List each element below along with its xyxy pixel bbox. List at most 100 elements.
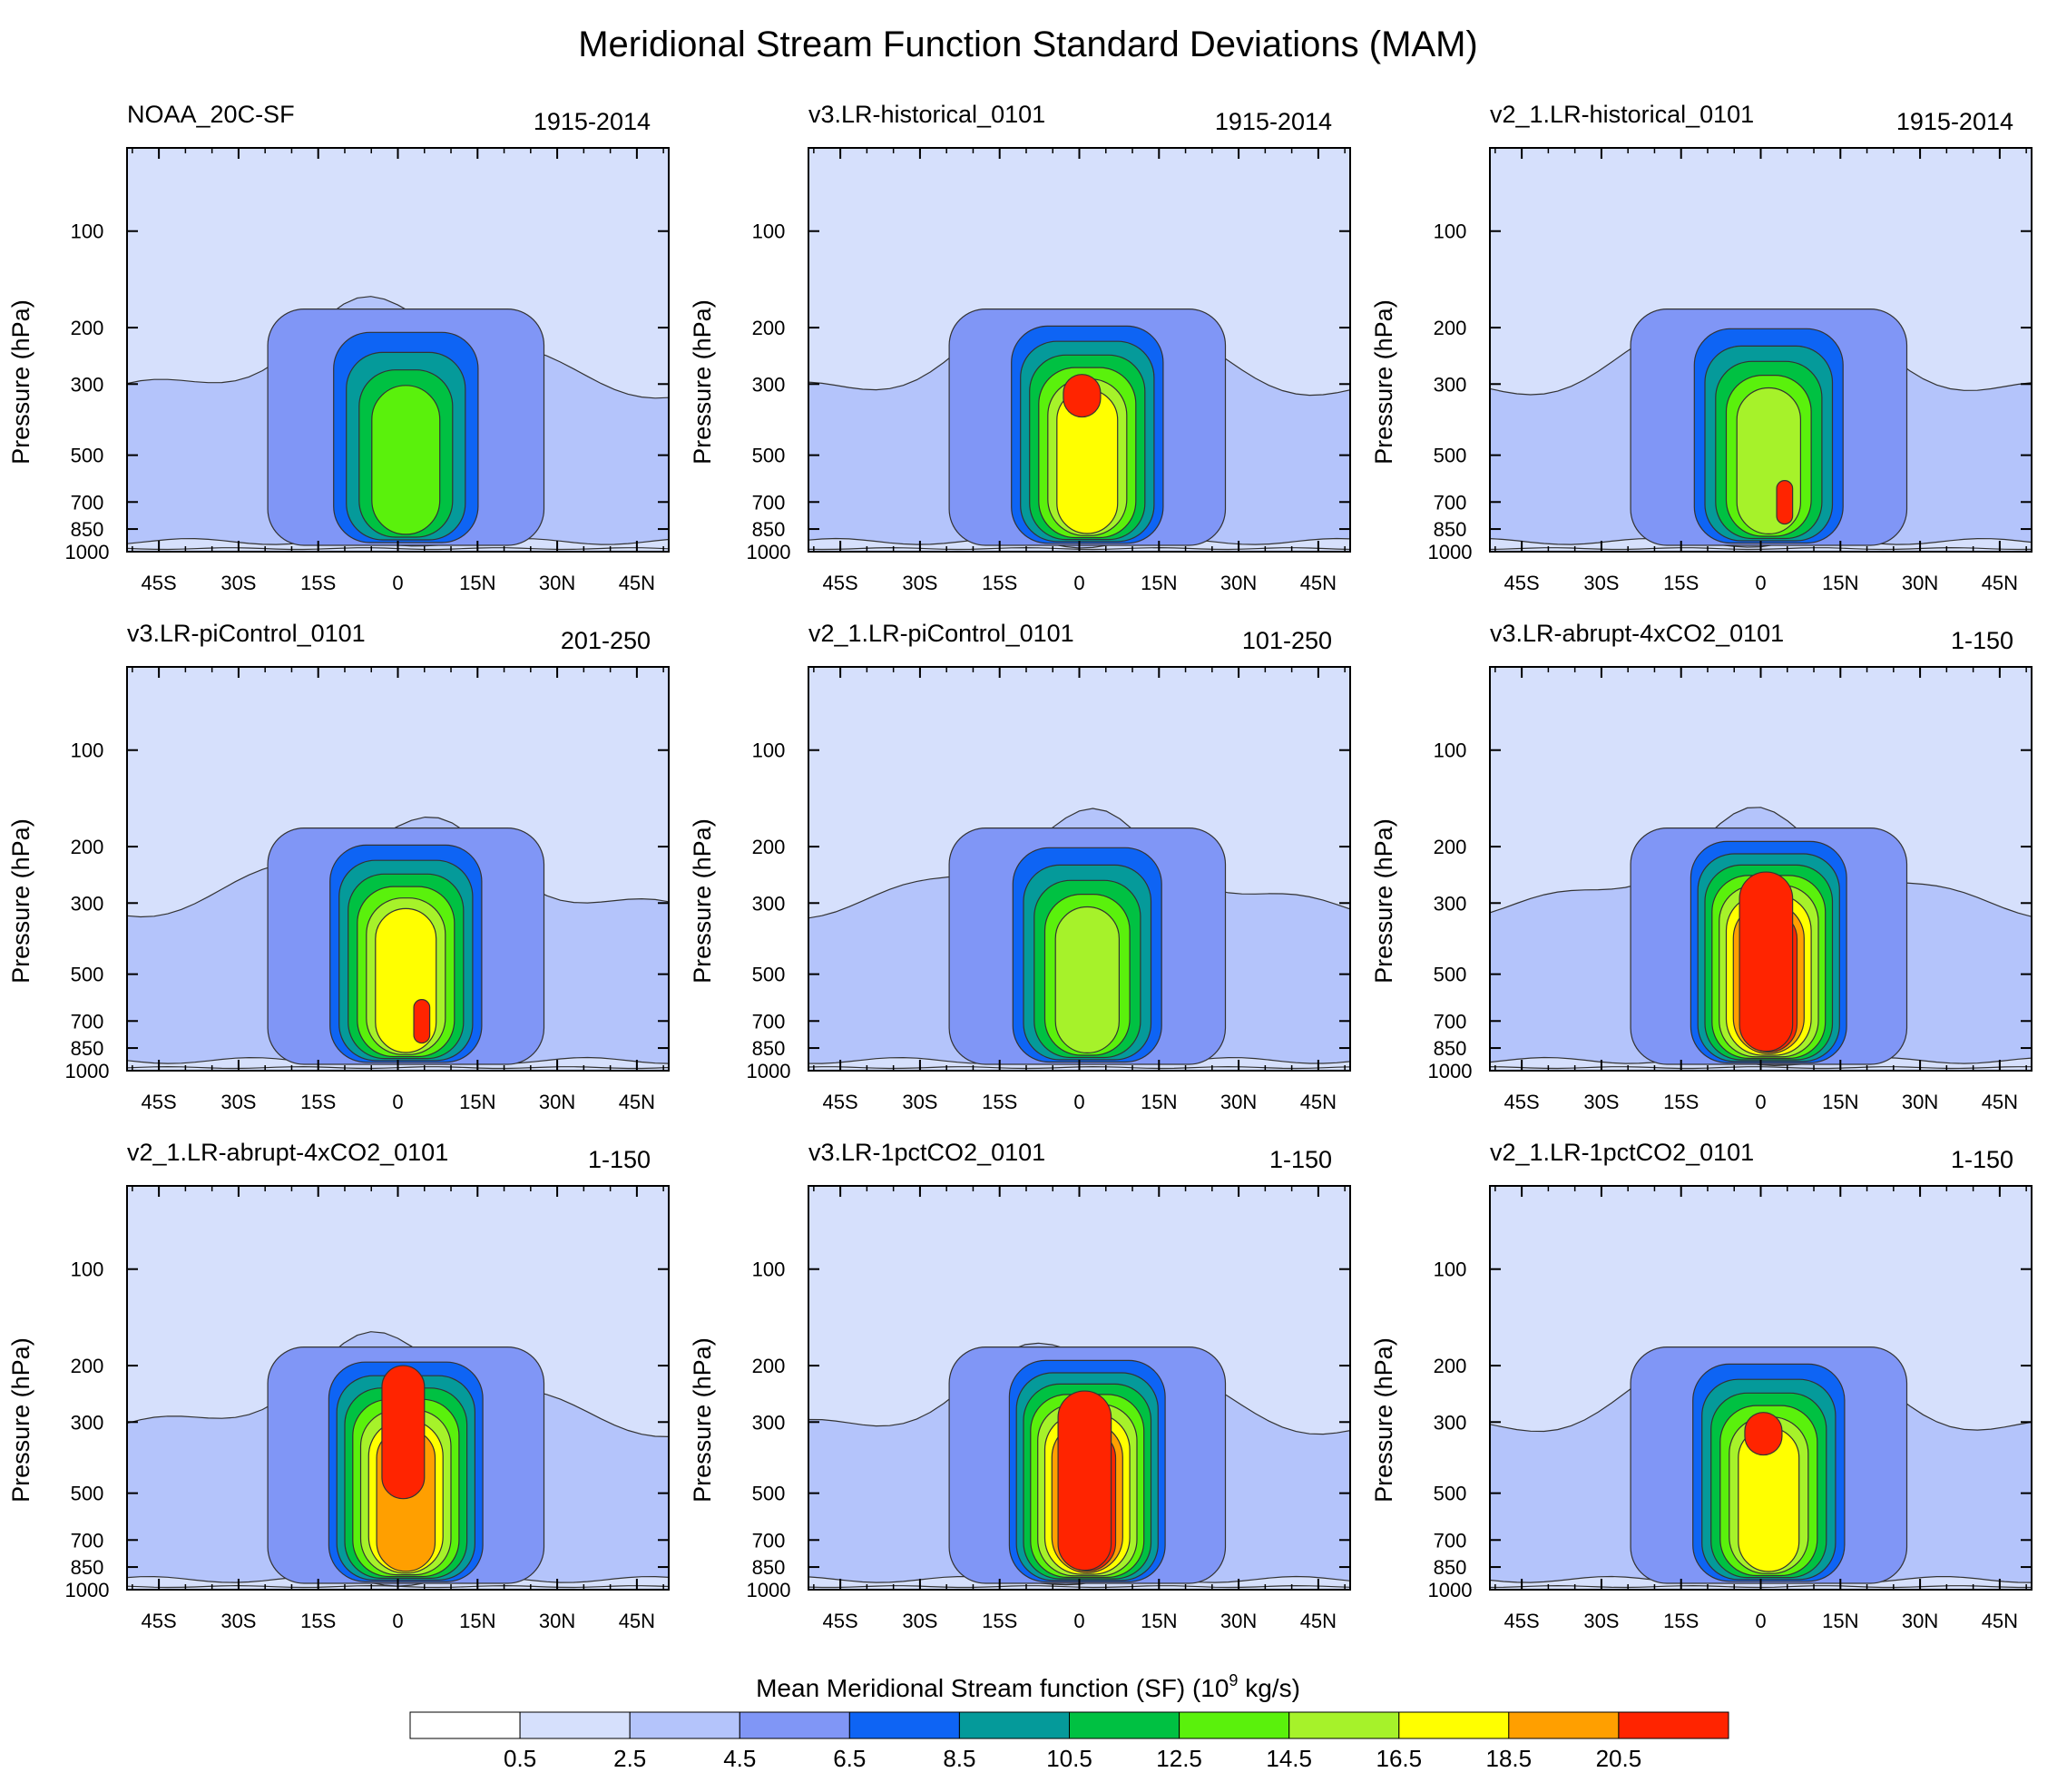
x-tick-label: 15S: [1663, 572, 1699, 594]
colorbar-label: 20.5: [1596, 1745, 1642, 1772]
y-tick-label: 700: [71, 1010, 104, 1033]
y-tick-label: 500: [752, 445, 786, 467]
y-tick-label: 700: [1434, 1010, 1467, 1033]
y-tick-label: 200: [752, 836, 786, 858]
x-tick-label: 0: [1755, 1610, 1766, 1632]
y-tick-label: 100: [1434, 220, 1467, 243]
y-tick-label: 850: [752, 518, 786, 541]
panel-5: 45S 30S 15S 0 15N 30N 45N 100 200 300 500 700 850100…: [689, 620, 1351, 1113]
x-tick-label: 0: [392, 572, 403, 594]
x-tick-label: 0: [1755, 572, 1766, 594]
panel-title: v2_1.LR-1pctCO2_0101: [1490, 1139, 1754, 1166]
y-tick-label: 700: [752, 1529, 786, 1552]
x-tick-label: 45S: [1504, 1091, 1540, 1113]
contour-field: [1490, 1186, 2032, 1590]
y-tick-label: 500: [1434, 445, 1467, 467]
x-tick-label: 45N: [1982, 572, 2018, 594]
x-tick-label: 15S: [982, 1091, 1017, 1113]
y-tick-label: 300: [1434, 892, 1467, 915]
contour-field: [127, 1186, 669, 1590]
x-tick-label: 30S: [220, 1610, 256, 1632]
colorbar-label: 14.5: [1266, 1745, 1312, 1772]
x-tick-label: 30N: [539, 1091, 575, 1113]
panel-title: v3.LR-historical_0101: [808, 101, 1045, 128]
y-tick-label: 100: [752, 739, 786, 762]
panel-6: 45S 30S 15S 0 15N 30N 45N 100 200 300 500 700 850100…: [1370, 620, 2033, 1113]
contour-field: [1490, 148, 2032, 552]
y-tick-label: 300: [752, 373, 786, 396]
y-tick-label: 1000: [1428, 541, 1473, 563]
y-tick-label: 850: [1434, 518, 1467, 541]
x-tick-label: 0: [1755, 1091, 1766, 1113]
y-tick-label: 700: [71, 491, 104, 514]
x-tick-label: 45N: [619, 572, 655, 594]
y-tick-label: 200: [1434, 317, 1467, 339]
x-tick-label: 15N: [1822, 1091, 1858, 1113]
x-tick-label: 45S: [142, 572, 177, 594]
panel-period: 101-250: [1242, 627, 1332, 654]
x-tick-label: 15N: [459, 572, 495, 594]
contour-field: [808, 1186, 1350, 1590]
y-tick-label: 1000: [747, 1579, 791, 1601]
contour-field: [127, 667, 669, 1071]
x-tick-label: 15S: [982, 572, 1017, 594]
y-tick-label: 300: [752, 1411, 786, 1434]
colorbar-label: 12.5: [1156, 1745, 1202, 1772]
x-tick-label: 0: [1073, 572, 1084, 594]
colorbar-box-4: [848, 1711, 960, 1739]
y-tick-label: 100: [1434, 1258, 1467, 1281]
y-axis-label: Pressure (hPa): [7, 299, 34, 465]
x-tick-label: 45S: [142, 1091, 177, 1113]
panel-1: 45S 30S 15S 0 15N 30N 45N 100 200 300 500 700 850100…: [7, 101, 670, 594]
panel-3: 45S 30S 15S 0 15N 30N 45N 100 200 300 500 700 850100…: [1370, 101, 2033, 594]
panel-period: 1-150: [1951, 627, 2013, 654]
y-tick-label: 500: [1434, 964, 1467, 986]
colorbar-box-11: [1618, 1711, 1729, 1739]
contour-max: [1776, 480, 1794, 525]
panel-title: v2_1.LR-piControl_0101: [808, 620, 1074, 647]
y-tick-label: 200: [71, 1355, 104, 1377]
colorbar-label: 6.5: [833, 1745, 866, 1772]
x-tick-label: 0: [1073, 1091, 1084, 1113]
x-tick-label: 45S: [1504, 572, 1540, 594]
y-tick-label: 300: [71, 373, 104, 396]
contour-field: [808, 148, 1350, 552]
contour-field: [127, 148, 669, 552]
panel-period: 1-150: [1951, 1146, 2013, 1173]
y-tick-label: 500: [1434, 1483, 1467, 1505]
y-tick-label: 1000: [65, 541, 110, 563]
x-tick-label: 45S: [823, 1610, 858, 1632]
panel-period: 1915-2014: [1896, 108, 2013, 135]
x-tick-label: 15S: [300, 1610, 336, 1632]
x-tick-label: 30N: [539, 572, 575, 594]
panel-4: 45S 30S 15S 0 15N 30N 45N 100 200 300 500 700 850100…: [7, 620, 670, 1113]
y-tick-label: 200: [71, 317, 104, 339]
colorbar-title-unit: kg/s): [1238, 1674, 1299, 1702]
panel-7: 45S 30S 15S 0 15N 30N 45N 100 200 300 500 700 850100…: [7, 1139, 670, 1632]
x-tick-label: 45S: [142, 1610, 177, 1632]
y-tick-label: 1000: [747, 1060, 791, 1082]
y-tick-label: 200: [752, 317, 786, 339]
x-tick-label: 15N: [1822, 572, 1858, 594]
panel-title: v2_1.LR-abrupt-4xCO2_0101: [127, 1139, 448, 1166]
panel-period: 1-150: [588, 1146, 651, 1173]
y-tick-label: 200: [1434, 836, 1467, 858]
x-tick-label: 15S: [300, 572, 336, 594]
colorbar-label: 0.5: [504, 1745, 536, 1772]
x-tick-label: 0: [392, 1091, 403, 1113]
colorbar-box-5: [958, 1711, 1071, 1739]
colorbar-label: 8.5: [943, 1745, 975, 1772]
y-tick-label: 1000: [747, 541, 791, 563]
colorbar-box-7: [1179, 1711, 1290, 1739]
y-tick-label: 850: [1434, 1556, 1467, 1579]
y-tick-label: 300: [71, 1411, 104, 1434]
x-tick-label: 15S: [1663, 1610, 1699, 1632]
x-tick-label: 15N: [1141, 1610, 1177, 1632]
x-tick-label: 30N: [1220, 1610, 1257, 1632]
colorbar-box-8: [1288, 1711, 1400, 1739]
x-tick-label: 45S: [823, 572, 858, 594]
x-tick-label: 45N: [619, 1610, 655, 1632]
x-tick-label: 30S: [220, 572, 256, 594]
colorbar: 0.5 2.5 4.5 6.5 8.5 10.5 12.5 14.5 16.5 18.5 20.5 M…: [409, 1671, 1729, 1772]
y-tick-label: 200: [752, 1355, 786, 1377]
